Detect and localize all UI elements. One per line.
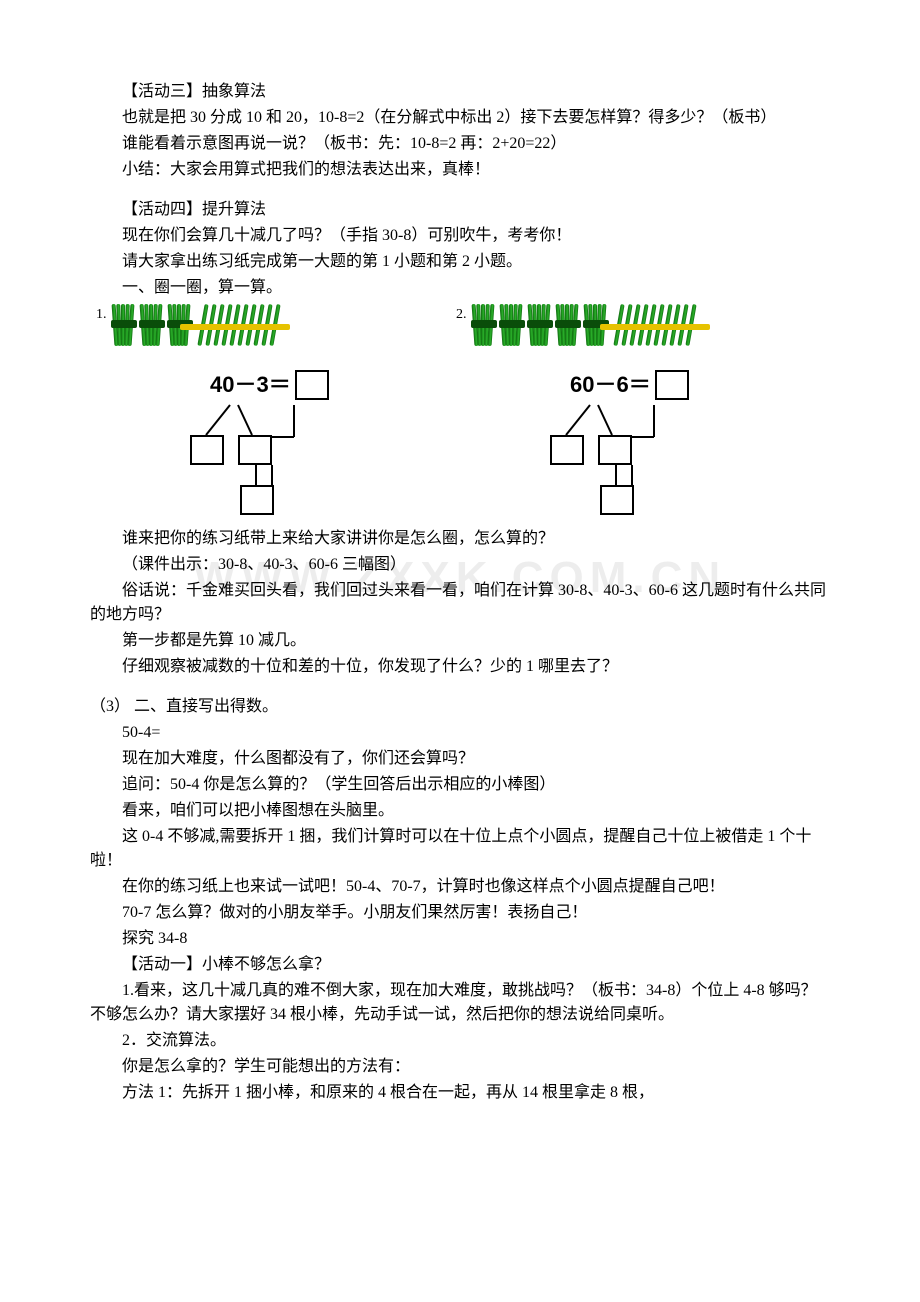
section2-p7: 探究 34-8 xyxy=(90,927,830,951)
ex1-equation: 40 － 3 ＝ xyxy=(210,368,329,401)
decomp-box xyxy=(190,435,224,465)
section2-p4: 这 0-4 不够减,需要拆开 1 捆，我们计算时可以在十位上点个小圆点，提醒自己… xyxy=(90,825,830,873)
stick-bundle xyxy=(113,304,137,346)
activity4-heading: 一、圈一圈，算一算。 xyxy=(90,276,830,300)
after-ex-p5: 仔细观察被减数的十位和差的十位，你发现了什么？少的 1 哪里去了？ xyxy=(90,655,830,679)
activity4-p2: 请大家拿出练习纸完成第一大题的第 1 小题和第 2 小题。 xyxy=(90,250,830,274)
eq-left: 40 xyxy=(210,368,234,401)
decomp-box xyxy=(600,485,634,515)
section2-line: （3） 二、直接写出得数。 xyxy=(90,695,830,719)
section2-p1: 现在加大难度，什么图都没有了，你们还会算吗？ xyxy=(90,747,830,771)
activity4-title: 【活动四】提升算法 xyxy=(90,198,830,222)
eq-right: 6 xyxy=(617,368,629,401)
after-ex-p3: 俗话说：千金难买回头看，我们回过头来看一看，咱们在计算 30-8、40-3、60… xyxy=(90,579,830,627)
eq-left: 60 xyxy=(570,368,594,401)
stick-bundle xyxy=(501,304,525,346)
section2-p6: 70-7 怎么算？做对的小朋友举手。小朋友们果然厉害！表扬自己！ xyxy=(90,901,830,925)
decomp-box xyxy=(550,435,584,465)
ex2-decomposition xyxy=(550,405,750,527)
crossbar-icon xyxy=(600,324,710,330)
stick-bundle xyxy=(529,304,553,346)
exercise-2: 2. 60 － 6 ＝ xyxy=(450,304,810,527)
ex2-number: 2. xyxy=(456,304,467,325)
activity1b-p3: 你是怎么拿的？学生可能想出的方法有： xyxy=(90,1055,830,1079)
eq-eq: ＝ xyxy=(629,368,651,401)
after-ex-p2: （课件出示：30-8、40-3、60-6 三幅图） xyxy=(90,553,830,577)
answer-box xyxy=(295,370,329,400)
exercise-row: 1. 40 － 3 ＝ xyxy=(90,304,830,527)
activity3-title: 【活动三】抽象算法 xyxy=(90,80,830,104)
section2-p5: 在你的练习纸上也来试一试吧！50-4、70-7，计算时也像这样点个小圆点提醒自己… xyxy=(90,875,830,899)
activity1b-p2: 2．交流算法。 xyxy=(90,1029,830,1053)
answer-box xyxy=(655,370,689,400)
after-ex-p4: 第一步都是先算 10 减几。 xyxy=(90,629,830,653)
exercise-1: 1. 40 － 3 ＝ xyxy=(90,304,450,527)
eq-op: － xyxy=(234,368,256,401)
decomp-box xyxy=(238,435,272,465)
stick-bundle xyxy=(141,304,165,346)
activity1b-p4: 方法 1：先拆开 1 捆小棒，和原来的 4 根合在一起，再从 14 根里拿走 8… xyxy=(90,1081,830,1105)
stick-bundle xyxy=(473,304,497,346)
decomp-box xyxy=(240,485,274,515)
after-ex-p1: 谁来把你的练习纸带上来给大家讲讲你是怎么圈，怎么算的？ xyxy=(90,527,830,551)
eq-eq: ＝ xyxy=(269,368,291,401)
activity3-p3: 小结：大家会用算式把我们的想法表达出来，真棒！ xyxy=(90,158,830,182)
activity1b-p1: 1.看来，这几十减几真的难不倒大家，现在加大难度，敢挑战吗？（板书：34-8）个… xyxy=(90,979,830,1027)
ex1-number: 1. xyxy=(96,304,107,325)
crossbar-icon xyxy=(180,324,290,330)
eq-op: － xyxy=(594,368,616,401)
section2-heading: 二、直接写出得数。 xyxy=(134,698,278,715)
eq-right: 3 xyxy=(257,368,269,401)
section2-p3: 看来，咱们可以把小棒图想在头脑里。 xyxy=(90,799,830,823)
stick-bundle xyxy=(557,304,581,346)
section2-marker: （3） xyxy=(90,698,130,715)
activity1b-title: 【活动一】小棒不够怎么拿？ xyxy=(90,953,830,977)
section2-eq: 50-4= xyxy=(90,721,830,745)
activity4-p1: 现在你们会算几十减几了吗？（手指 30-8）可别吹牛，考考你！ xyxy=(90,224,830,248)
activity3-p2: 谁能看着示意图再说一说？（板书：先：10-8=2 再：2+20=22） xyxy=(90,132,830,156)
activity3-p1: 也就是把 30 分成 10 和 20，10-8=2（在分解式中标出 2）接下去要… xyxy=(90,106,830,130)
decomp-box xyxy=(598,435,632,465)
section2-p2: 追问：50-4 你是怎么算的？（学生回答后出示相应的小棒图） xyxy=(90,773,830,797)
ex2-equation: 60 － 6 ＝ xyxy=(570,368,689,401)
ex1-decomposition xyxy=(190,405,390,527)
